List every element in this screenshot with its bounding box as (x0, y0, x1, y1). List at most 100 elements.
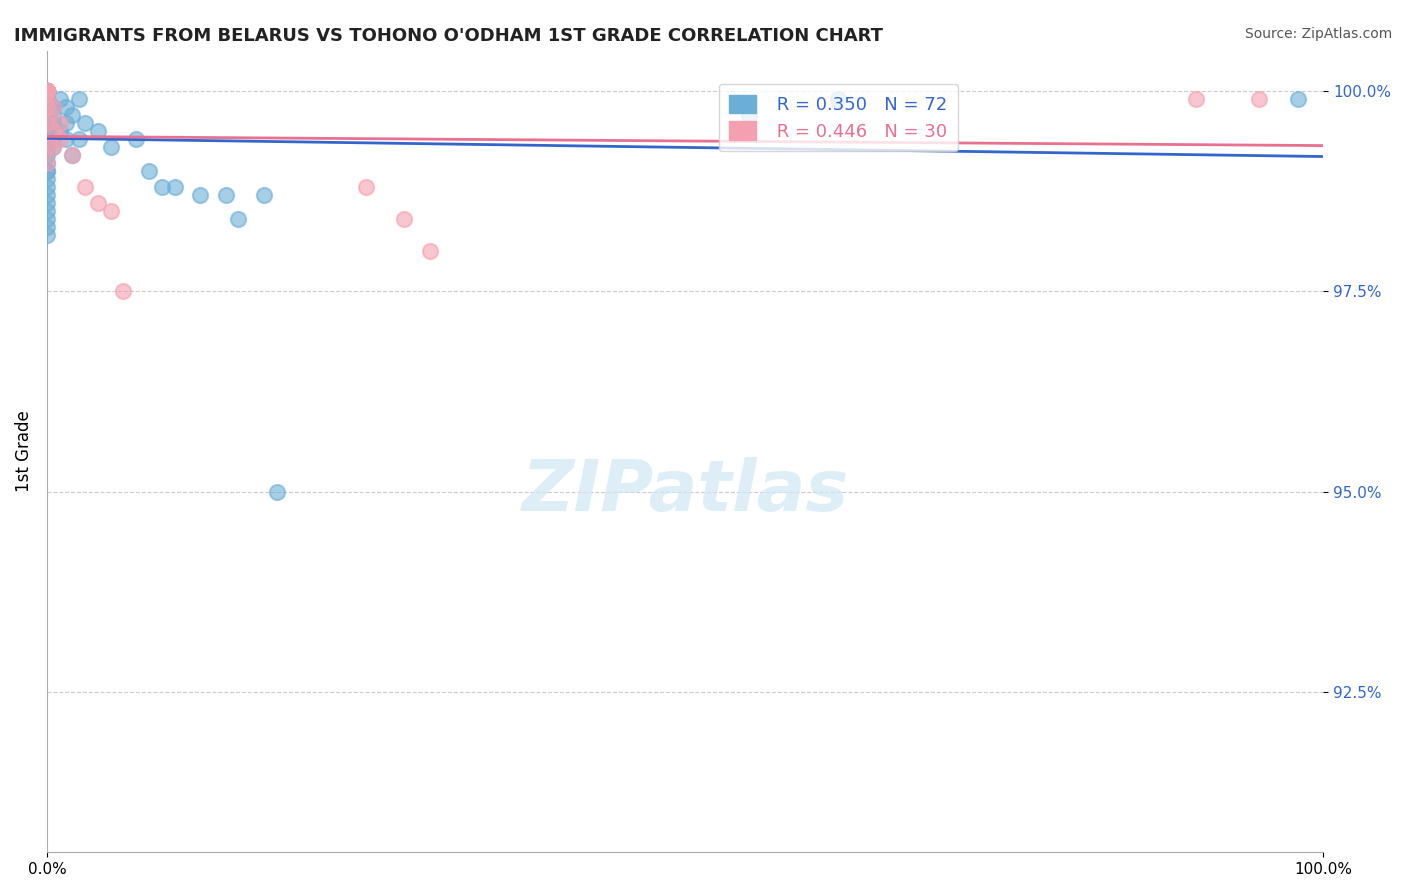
Point (75, 116, 97, 130)
Point (150, 180, 173, 194)
Point (35, 132, 58, 146)
Point (35, 84, 58, 98)
Point (163, 180, 186, 194)
Point (35, 124, 58, 138)
Y-axis label: 1st Grade: 1st Grade (15, 410, 32, 492)
Point (62, 148, 84, 162)
Point (35, 92, 58, 106)
Point (42, 100, 65, 114)
Point (35, 108, 58, 122)
Point (42, 124, 65, 138)
Point (55, 132, 77, 146)
Point (35, 84, 58, 98)
Point (35, 172, 58, 186)
Point (738, 108, 761, 122)
Point (35, 84, 58, 98)
Point (35, 92, 58, 106)
Point (35, 92, 58, 106)
Point (35, 92, 58, 106)
Point (35, 156, 58, 170)
Point (62, 148, 84, 162)
Point (35, 92, 58, 106)
Point (48, 92, 70, 106)
Point (35, 100, 58, 114)
Point (35, 164, 58, 178)
Legend:  R = 0.350   N = 72,  R = 0.446   N = 30: R = 0.350 N = 72, R = 0.446 N = 30 (718, 84, 957, 152)
Point (48, 132, 70, 146)
Text: ZIPatlas: ZIPatlas (522, 457, 849, 526)
Point (35, 84, 58, 98)
Point (827, 92, 849, 106)
Point (100, 204, 122, 219)
Point (188, 188, 211, 202)
Point (87, 196, 110, 211)
Point (35, 84, 58, 98)
Point (266, 484, 288, 499)
Point (35, 100, 58, 114)
Point (354, 180, 377, 194)
Point (35, 212, 58, 227)
Point (67, 132, 90, 146)
Point (1286, 92, 1309, 106)
Point (419, 244, 441, 258)
Point (112, 284, 135, 298)
Point (35, 100, 58, 114)
Point (35, 148, 58, 162)
Point (35, 196, 58, 211)
Point (48, 116, 70, 130)
Point (35, 84, 58, 98)
Point (35, 100, 58, 114)
Point (138, 164, 160, 178)
Point (35, 180, 58, 194)
Point (42, 100, 65, 114)
Point (35, 84, 58, 98)
Point (35, 84, 58, 98)
Point (35, 84, 58, 98)
Point (125, 132, 148, 146)
Point (35, 92, 58, 106)
Point (35, 84, 58, 98)
Point (35, 84, 58, 98)
Point (35, 84, 58, 98)
Point (35, 228, 58, 243)
Point (35, 116, 58, 130)
Text: IMMIGRANTS FROM BELARUS VS TOHONO O'ODHAM 1ST GRADE CORRELATION CHART: IMMIGRANTS FROM BELARUS VS TOHONO O'ODHA… (14, 27, 883, 45)
Point (1249, 92, 1271, 106)
Point (35, 220, 58, 235)
Point (35, 84, 58, 98)
Point (35, 108, 58, 122)
Point (35, 204, 58, 219)
Point (35, 116, 58, 130)
Point (35, 84, 58, 98)
Text: Source: ZipAtlas.com: Source: ZipAtlas.com (1244, 27, 1392, 41)
Point (394, 212, 416, 227)
Point (87, 124, 110, 138)
Point (228, 212, 250, 227)
Point (35, 164, 58, 178)
Point (75, 180, 97, 194)
Point (55, 100, 77, 114)
Point (35, 84, 58, 98)
Point (42, 116, 65, 130)
Point (35, 116, 58, 130)
Point (35, 188, 58, 202)
Point (42, 140, 65, 154)
Point (42, 140, 65, 154)
Point (35, 84, 58, 98)
Point (100, 140, 122, 154)
Point (35, 84, 58, 98)
Point (35, 108, 58, 122)
Point (35, 84, 58, 98)
Point (62, 108, 84, 122)
Point (35, 156, 58, 170)
Point (35, 140, 58, 154)
Point (35, 124, 58, 138)
Point (35, 84, 58, 98)
Point (1184, 92, 1206, 106)
Point (214, 188, 236, 202)
Point (35, 140, 58, 154)
Point (35, 84, 58, 98)
Point (48, 124, 70, 138)
Point (35, 84, 58, 98)
Point (67, 92, 90, 106)
